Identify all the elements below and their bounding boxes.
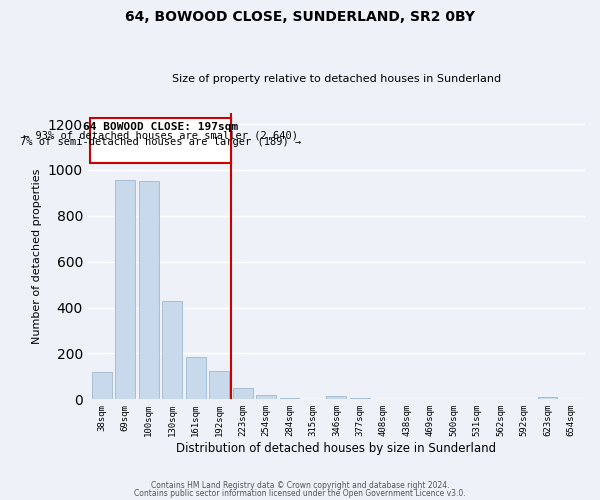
Bar	[115, 180, 136, 400]
Title: Size of property relative to detached houses in Sunderland: Size of property relative to detached ho…	[172, 74, 501, 84]
Text: 64 BOWOOD CLOSE: 197sqm: 64 BOWOOD CLOSE: 197sqm	[83, 122, 238, 132]
Bar	[350, 398, 370, 400]
Text: 64, BOWOOD CLOSE, SUNDERLAND, SR2 0BY: 64, BOWOOD CLOSE, SUNDERLAND, SR2 0BY	[125, 10, 475, 24]
Y-axis label: Number of detached properties: Number of detached properties	[32, 168, 43, 344]
Bar	[538, 397, 557, 400]
Text: Contains HM Land Registry data © Crown copyright and database right 2024.: Contains HM Land Registry data © Crown c…	[151, 481, 449, 490]
Bar	[92, 372, 112, 400]
Bar	[139, 182, 159, 400]
Bar	[326, 396, 346, 400]
Bar	[186, 357, 206, 400]
Text: 7% of semi-detached houses are larger (189) →: 7% of semi-detached houses are larger (1…	[20, 137, 301, 147]
Bar	[209, 370, 229, 400]
Bar	[280, 398, 299, 400]
Bar	[256, 394, 276, 400]
Bar	[233, 388, 253, 400]
X-axis label: Distribution of detached houses by size in Sunderland: Distribution of detached houses by size …	[176, 442, 496, 455]
Text: Contains public sector information licensed under the Open Government Licence v3: Contains public sector information licen…	[134, 488, 466, 498]
Bar	[90, 118, 231, 163]
Text: ← 93% of detached houses are smaller (2,640): ← 93% of detached houses are smaller (2,…	[23, 130, 298, 140]
Bar	[163, 300, 182, 400]
